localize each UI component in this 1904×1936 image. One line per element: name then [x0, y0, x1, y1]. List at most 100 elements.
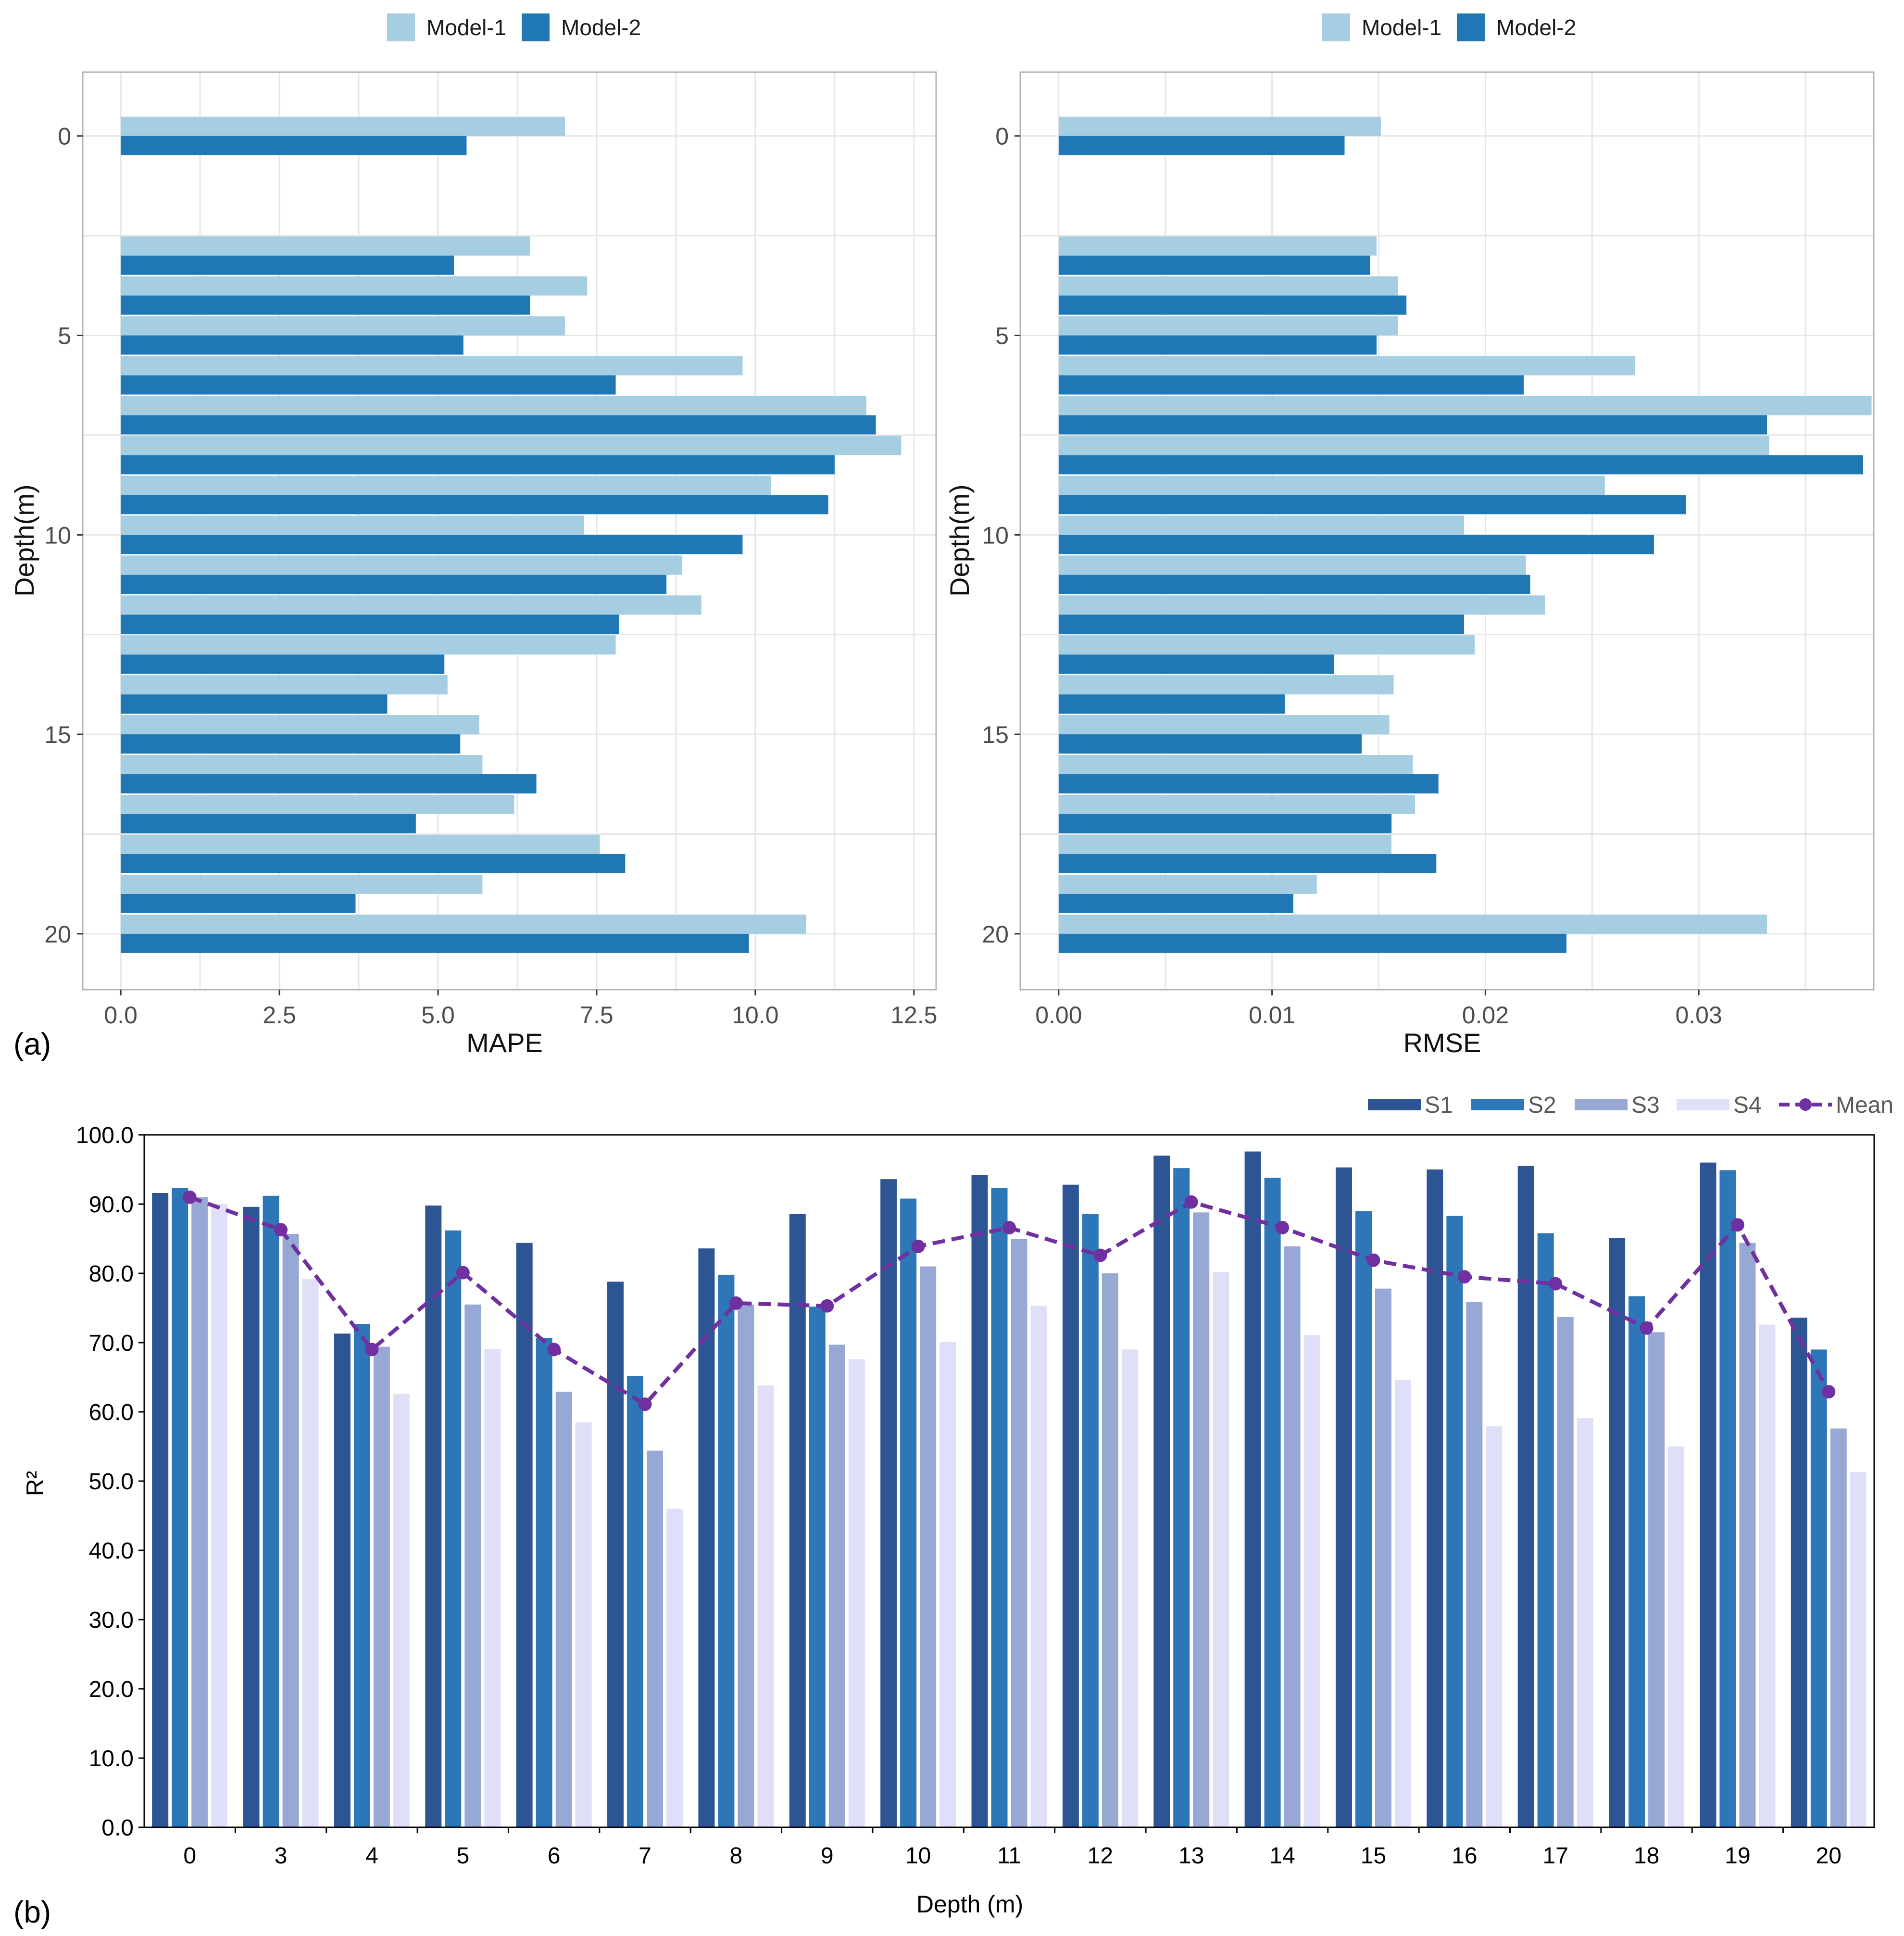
y-tick-label: 70.0 [89, 1331, 134, 1356]
x-tick-label: 0.01 [1249, 1002, 1295, 1029]
x-tick-label: 6 [548, 1843, 561, 1869]
rmse-bar-model-1-depth-11 [1058, 555, 1526, 575]
r2-bar-s1-depth-16 [1427, 1169, 1443, 1827]
mape-y-axis-title: Depth(m) [9, 484, 39, 596]
r2-ticks: 0.0 10.0 20.0 30.0 40.0 50.0 60.0 70.0 80.0 90.0 1… [76, 1123, 1841, 1869]
mape-bar-model-1-depth-8 [121, 436, 902, 455]
x-tick-label: 0.02 [1462, 1002, 1509, 1029]
legend-swatch-model-1 [1322, 13, 1350, 41]
r2-bar-s1-depth-17 [1517, 1166, 1534, 1827]
rmse-bar-model-2-depth-17 [1058, 814, 1392, 833]
r2-bar-s1-depth-11 [971, 1175, 988, 1827]
mape-bar-model-2-depth-5 [121, 335, 463, 355]
mape-bar-model-2-depth-4 [121, 295, 530, 315]
r2-bar-s4-depth-19 [1759, 1324, 1776, 1827]
r2-bar-s4-depth-10 [939, 1342, 956, 1827]
rmse-bar-model-2-depth-20 [1058, 933, 1566, 953]
legend-label-model-1: Model-1 [1362, 15, 1441, 40]
mape-legend: Model-1 Model-2 [387, 13, 641, 41]
r2-bar-s2-depth-6 [536, 1337, 552, 1827]
x-tick-label: 0 [183, 1843, 196, 1869]
r2-bar-s4-depth-4 [393, 1394, 410, 1827]
x-tick-label: 19 [1725, 1843, 1750, 1869]
r2-bar-s3-depth-3 [282, 1233, 299, 1827]
mape-bar-model-1-depth-3 [121, 236, 530, 256]
rmse-bar-model-2-depth-4 [1058, 295, 1407, 315]
r2-bar-s2-depth-7 [627, 1376, 644, 1827]
r2-bar-s3-depth-11 [1011, 1239, 1027, 1827]
legend-label-model-1: Model-1 [426, 15, 506, 40]
rmse-bar-model-2-depth-3 [1058, 255, 1370, 275]
mape-bar-model-2-depth-3 [121, 255, 454, 275]
r2-bar-s3-depth-7 [647, 1450, 664, 1827]
r2-mean-point-depth-8 [729, 1296, 743, 1310]
legend-marker-mean [1799, 1098, 1812, 1111]
mape-bar-model-2-depth-12 [121, 615, 619, 634]
mape-bar-model-2-depth-19 [121, 893, 356, 913]
r2-bar-s3-depth-5 [464, 1304, 481, 1827]
x-tick-label: 5.0 [421, 1002, 455, 1029]
y-tick-label: 80.0 [89, 1261, 134, 1287]
rmse-bar-model-1-depth-17 [1058, 794, 1415, 814]
r2-bar-s1-depth-0 [152, 1193, 169, 1827]
rmse-bar-model-1-depth-6 [1058, 356, 1635, 376]
mape-bar-model-2-depth-7 [121, 415, 876, 435]
rmse-bar-model-2-depth-12 [1058, 615, 1464, 634]
mape-bar-model-1-depth-4 [121, 276, 588, 296]
mape-bar-model-1-depth-9 [121, 476, 771, 495]
r2-bar-s1-depth-8 [698, 1248, 715, 1827]
y-tick-label: 10 [982, 522, 1009, 549]
mape-bar-model-2-depth-8 [121, 455, 835, 475]
x-tick-label: 0.0 [104, 1002, 138, 1029]
r2-bar-s1-depth-20 [1791, 1318, 1807, 1827]
r2-bar-s2-depth-0 [172, 1188, 188, 1827]
rmse-bar-model-2-depth-16 [1058, 774, 1439, 794]
r2-bar-s1-depth-13 [1153, 1156, 1170, 1827]
r2-mean-point-depth-20 [1822, 1385, 1836, 1399]
r2-bar-s1-depth-9 [789, 1214, 806, 1827]
r2-bar-s4-depth-13 [1213, 1272, 1229, 1827]
legend-swatch-model-1 [387, 13, 415, 41]
x-tick-label: 0.00 [1035, 1002, 1082, 1029]
r2-mean-point-depth-6 [547, 1343, 561, 1357]
mape-bar-model-2-depth-9 [121, 495, 828, 515]
r2-x-axis-title: Depth (m) [916, 1891, 1023, 1918]
mape-bar-model-2-depth-16 [121, 774, 537, 794]
r2-bar-s3-depth-12 [1102, 1273, 1118, 1827]
r2-mean-point-depth-5 [456, 1266, 470, 1280]
rmse-bar-model-1-depth-16 [1058, 755, 1413, 775]
r2-bar-s4-depth-12 [1121, 1349, 1138, 1827]
r2-bar-s3-depth-16 [1466, 1302, 1483, 1827]
y-tick-label: 50.0 [89, 1469, 134, 1495]
x-tick-label: 12 [1088, 1843, 1113, 1869]
r2-bar-s1-depth-19 [1700, 1162, 1716, 1827]
x-tick-label: 7 [639, 1843, 651, 1869]
r2-bar-s4-depth-14 [1303, 1335, 1320, 1827]
x-tick-label: 10.0 [732, 1002, 778, 1029]
r2-legend: S1 S2 S3 S4 Mean [1368, 1093, 1893, 1118]
rmse-bar-model-1-depth-15 [1058, 715, 1390, 735]
rmse-bar-model-2-depth-18 [1058, 854, 1437, 873]
legend-label-s4: S4 [1733, 1093, 1762, 1118]
r2-bar-s4-depth-15 [1394, 1380, 1411, 1827]
mape-bar-model-1-depth-10 [121, 515, 584, 535]
r2-bar-s3-depth-17 [1557, 1317, 1574, 1827]
y-tick-label: 30.0 [89, 1608, 134, 1633]
rmse-bar-model-2-depth-0 [1058, 136, 1345, 155]
r2-bar-s1-depth-12 [1062, 1184, 1079, 1827]
mape-bar-model-2-depth-10 [121, 535, 743, 554]
r2-mean-point-depth-4 [365, 1343, 379, 1357]
x-tick-label: 18 [1634, 1843, 1659, 1869]
x-tick-label: 12.5 [890, 1002, 937, 1029]
legend-label-model-2: Model-2 [561, 15, 641, 40]
rmse-bar-model-2-depth-19 [1058, 893, 1293, 913]
rmse-bar-model-1-depth-13 [1058, 635, 1475, 655]
r2-bar-s2-depth-15 [1355, 1211, 1372, 1827]
legend-swatch-model-2 [1457, 13, 1485, 41]
r2-bar-s2-depth-8 [718, 1274, 735, 1827]
r2-bar-s2-depth-12 [1082, 1214, 1099, 1827]
r2-mean-markers [183, 1190, 1836, 1411]
mape-bar-model-1-depth-0 [121, 116, 565, 136]
r2-bar-s2-depth-5 [445, 1230, 462, 1827]
